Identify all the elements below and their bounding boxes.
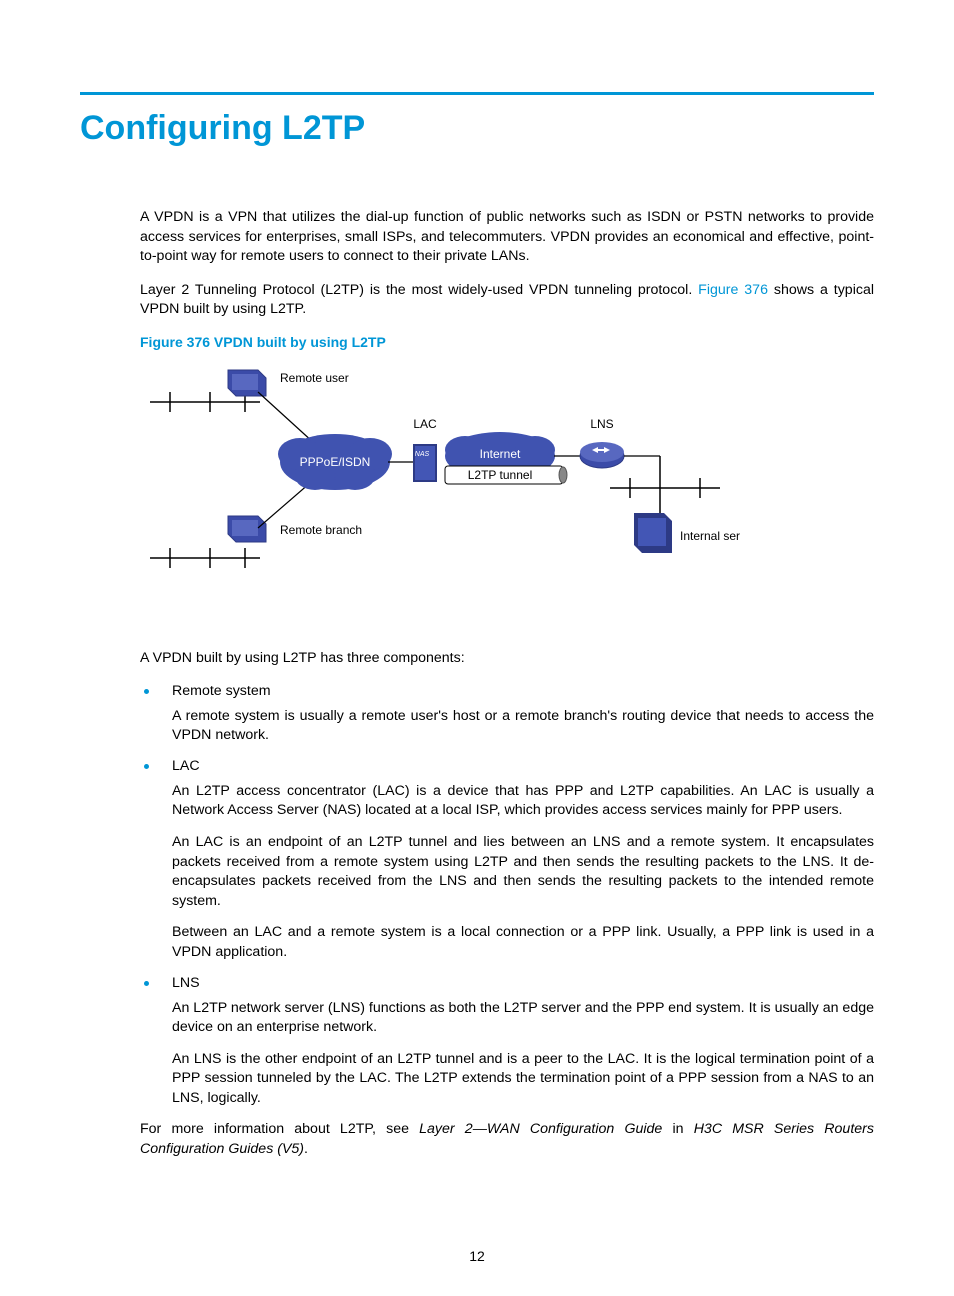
remote-branch-icon bbox=[228, 516, 266, 542]
remote-user-icon bbox=[228, 370, 266, 396]
lns-label: LNS bbox=[590, 417, 613, 431]
bullet-para: An LAC is an endpoint of an L2TP tunnel … bbox=[172, 833, 874, 911]
list-item: LNS An L2TP network server (LNS) functio… bbox=[140, 975, 874, 1109]
bullet-icon bbox=[144, 764, 149, 769]
list-item: Remote system A remote system is usually… bbox=[140, 683, 874, 746]
lns-router-icon bbox=[580, 442, 624, 468]
figure-link[interactable]: Figure 376 bbox=[698, 282, 768, 298]
lac-box-icon bbox=[413, 444, 437, 482]
components-lead: A VPDN built by using L2TP has three com… bbox=[140, 649, 874, 669]
closing-a: For more information about L2TP, see bbox=[140, 1121, 419, 1137]
page-title: Configuring L2TP bbox=[80, 109, 874, 148]
tunnel-label: L2TP tunnel bbox=[468, 468, 533, 482]
figure-caption: Figure 376 VPDN built by using L2TP bbox=[140, 334, 874, 350]
bullet-para: Between an LAC and a remote system is a … bbox=[172, 923, 874, 962]
intro-2a: Layer 2 Tunneling Protocol (L2TP) is the… bbox=[140, 282, 698, 298]
closing-para: For more information about L2TP, see Lay… bbox=[140, 1120, 874, 1159]
bullet-para: An L2TP network server (LNS) functions a… bbox=[172, 999, 874, 1038]
closing-b: in bbox=[662, 1121, 693, 1137]
closing-c: . bbox=[304, 1141, 308, 1157]
bullet-title: Remote system bbox=[172, 683, 874, 699]
internal-server-label: Internal server bbox=[680, 529, 740, 543]
bullet-para: An LNS is the other endpoint of an L2TP … bbox=[172, 1050, 874, 1109]
bullet-icon bbox=[144, 981, 149, 986]
remote-user-label: Remote user bbox=[280, 371, 349, 385]
bullet-para: An L2TP access concentrator (LAC) is a d… bbox=[172, 782, 874, 821]
bus-bottom-left bbox=[150, 548, 260, 568]
bullet-title: LNS bbox=[172, 975, 874, 991]
nas-label: NAS bbox=[415, 451, 430, 458]
list-item: LAC An L2TP access concentrator (LAC) is… bbox=[140, 758, 874, 963]
bullet-para: A remote system is usually a remote user… bbox=[172, 707, 874, 746]
bullet-title: LAC bbox=[172, 758, 874, 774]
remote-branch-label: Remote branch bbox=[280, 523, 362, 537]
internet-label: Internet bbox=[480, 447, 521, 461]
bus-right bbox=[610, 456, 720, 513]
components-list: Remote system A remote system is usually… bbox=[140, 683, 874, 1109]
pppoe-label: PPPoE/ISDN bbox=[300, 455, 371, 469]
network-diagram: Remote user Remote branch bbox=[140, 358, 874, 603]
intro-para-2: Layer 2 Tunneling Protocol (L2TP) is the… bbox=[140, 281, 874, 320]
top-rule bbox=[80, 92, 874, 95]
closing-i1: Layer 2—WAN Configuration Guide bbox=[419, 1121, 662, 1137]
page-number: 12 bbox=[0, 1248, 954, 1264]
internal-server-icon bbox=[634, 513, 672, 553]
bullet-icon bbox=[144, 689, 149, 694]
intro-para-1: A VPDN is a VPN that utilizes the dial-u… bbox=[140, 208, 874, 267]
lac-label: LAC bbox=[413, 417, 437, 431]
